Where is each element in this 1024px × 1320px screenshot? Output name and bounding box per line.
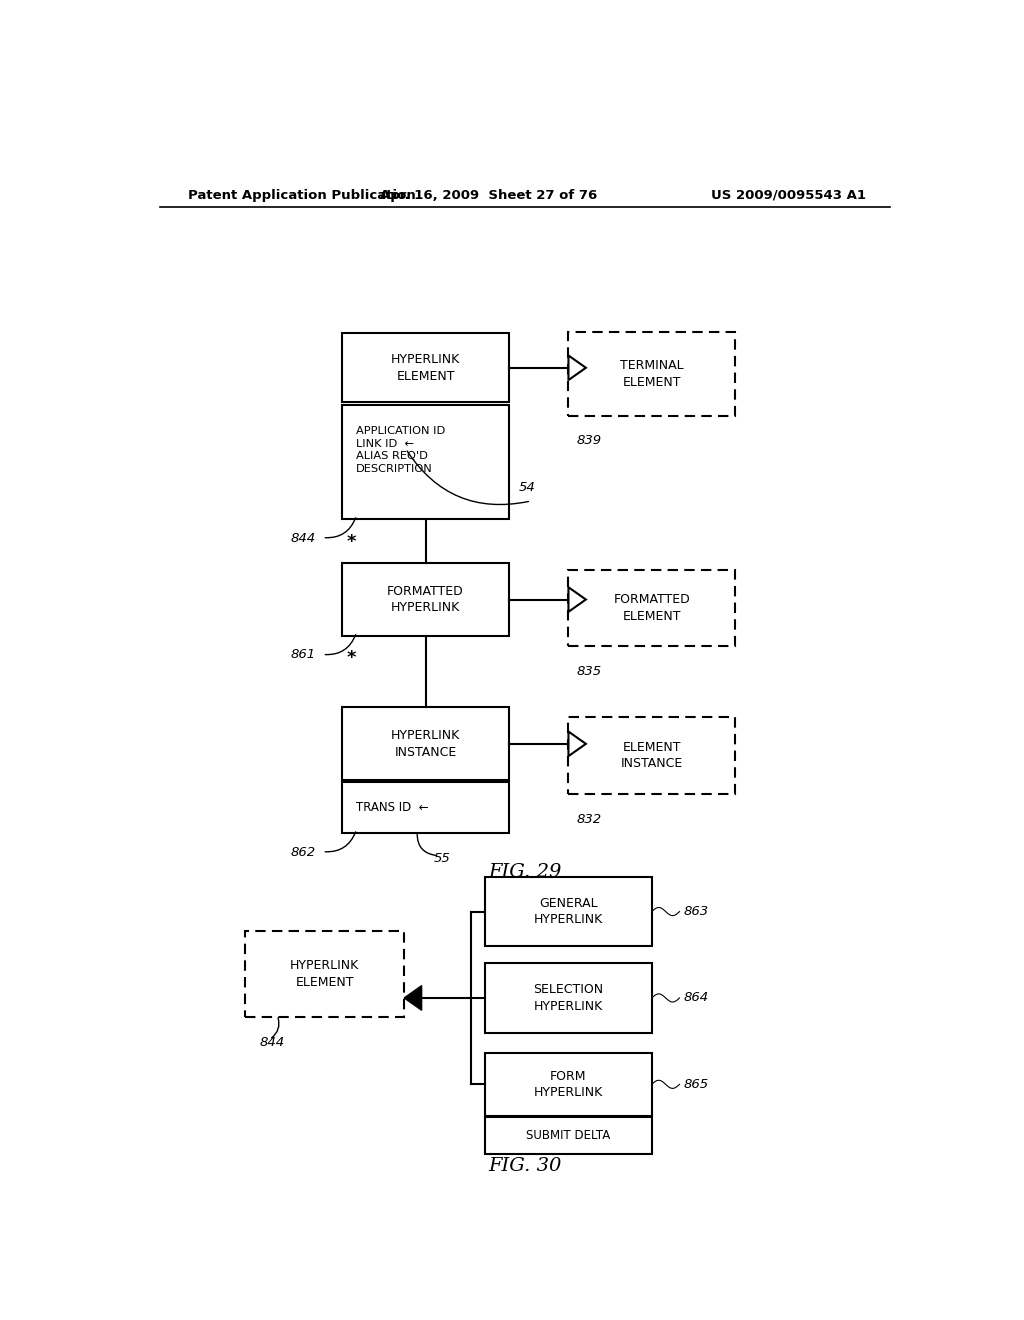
Bar (568, 718, 735, 793)
Text: 55: 55 (434, 851, 451, 865)
Text: FORMATTED
ELEMENT: FORMATTED ELEMENT (613, 594, 690, 623)
Text: 832: 832 (577, 813, 601, 825)
Bar (342, 562, 509, 636)
Text: 863: 863 (684, 906, 709, 917)
Text: 864: 864 (684, 991, 709, 1005)
Bar (342, 405, 509, 519)
Text: FIG. 29: FIG. 29 (488, 863, 561, 880)
Text: Patent Application Publication: Patent Application Publication (187, 189, 416, 202)
Bar (342, 333, 509, 403)
Text: TERMINAL
ELEMENT: TERMINAL ELEMENT (620, 359, 684, 388)
Bar (568, 570, 735, 647)
Text: 839: 839 (577, 434, 601, 447)
Text: FORM
HYPERLINK: FORM HYPERLINK (534, 1069, 603, 1100)
Text: 865: 865 (684, 1078, 709, 1090)
Text: 844: 844 (291, 532, 315, 545)
Text: FIG. 30: FIG. 30 (488, 1156, 561, 1175)
Text: TRANS ID  ←: TRANS ID ← (355, 801, 428, 814)
Text: US 2009/0095543 A1: US 2009/0095543 A1 (711, 189, 866, 202)
Text: HYPERLINK
INSTANCE: HYPERLINK INSTANCE (391, 729, 460, 759)
Text: 835: 835 (577, 665, 601, 678)
Bar (485, 1053, 652, 1115)
Bar (568, 333, 735, 416)
Bar (342, 783, 509, 833)
Text: 862: 862 (291, 846, 315, 858)
Text: ELEMENT
INSTANCE: ELEMENT INSTANCE (621, 741, 683, 771)
Text: APPLICATION ID
LINK ID  ←
ALIAS REQ'D
DESCRIPTION: APPLICATION ID LINK ID ← ALIAS REQ'D DES… (355, 426, 444, 474)
Text: SELECTION
HYPERLINK: SELECTION HYPERLINK (534, 983, 603, 1012)
Bar (485, 1117, 652, 1155)
Bar (342, 708, 509, 780)
Text: *: * (346, 532, 355, 550)
Bar (485, 964, 652, 1032)
Text: 54: 54 (518, 480, 536, 494)
Polygon shape (404, 986, 422, 1010)
Text: GENERAL
HYPERLINK: GENERAL HYPERLINK (534, 896, 603, 927)
Text: SUBMIT DELTA: SUBMIT DELTA (526, 1129, 610, 1142)
Bar (246, 931, 404, 1018)
Text: *: * (346, 649, 355, 668)
Bar (485, 876, 652, 946)
Text: 861: 861 (291, 648, 315, 661)
Text: HYPERLINK
ELEMENT: HYPERLINK ELEMENT (391, 352, 460, 383)
Text: 844: 844 (260, 1036, 285, 1048)
Text: Apr. 16, 2009  Sheet 27 of 76: Apr. 16, 2009 Sheet 27 of 76 (381, 189, 598, 202)
Text: FORMATTED
HYPERLINK: FORMATTED HYPERLINK (387, 585, 464, 614)
Text: HYPERLINK
ELEMENT: HYPERLINK ELEMENT (290, 960, 359, 989)
